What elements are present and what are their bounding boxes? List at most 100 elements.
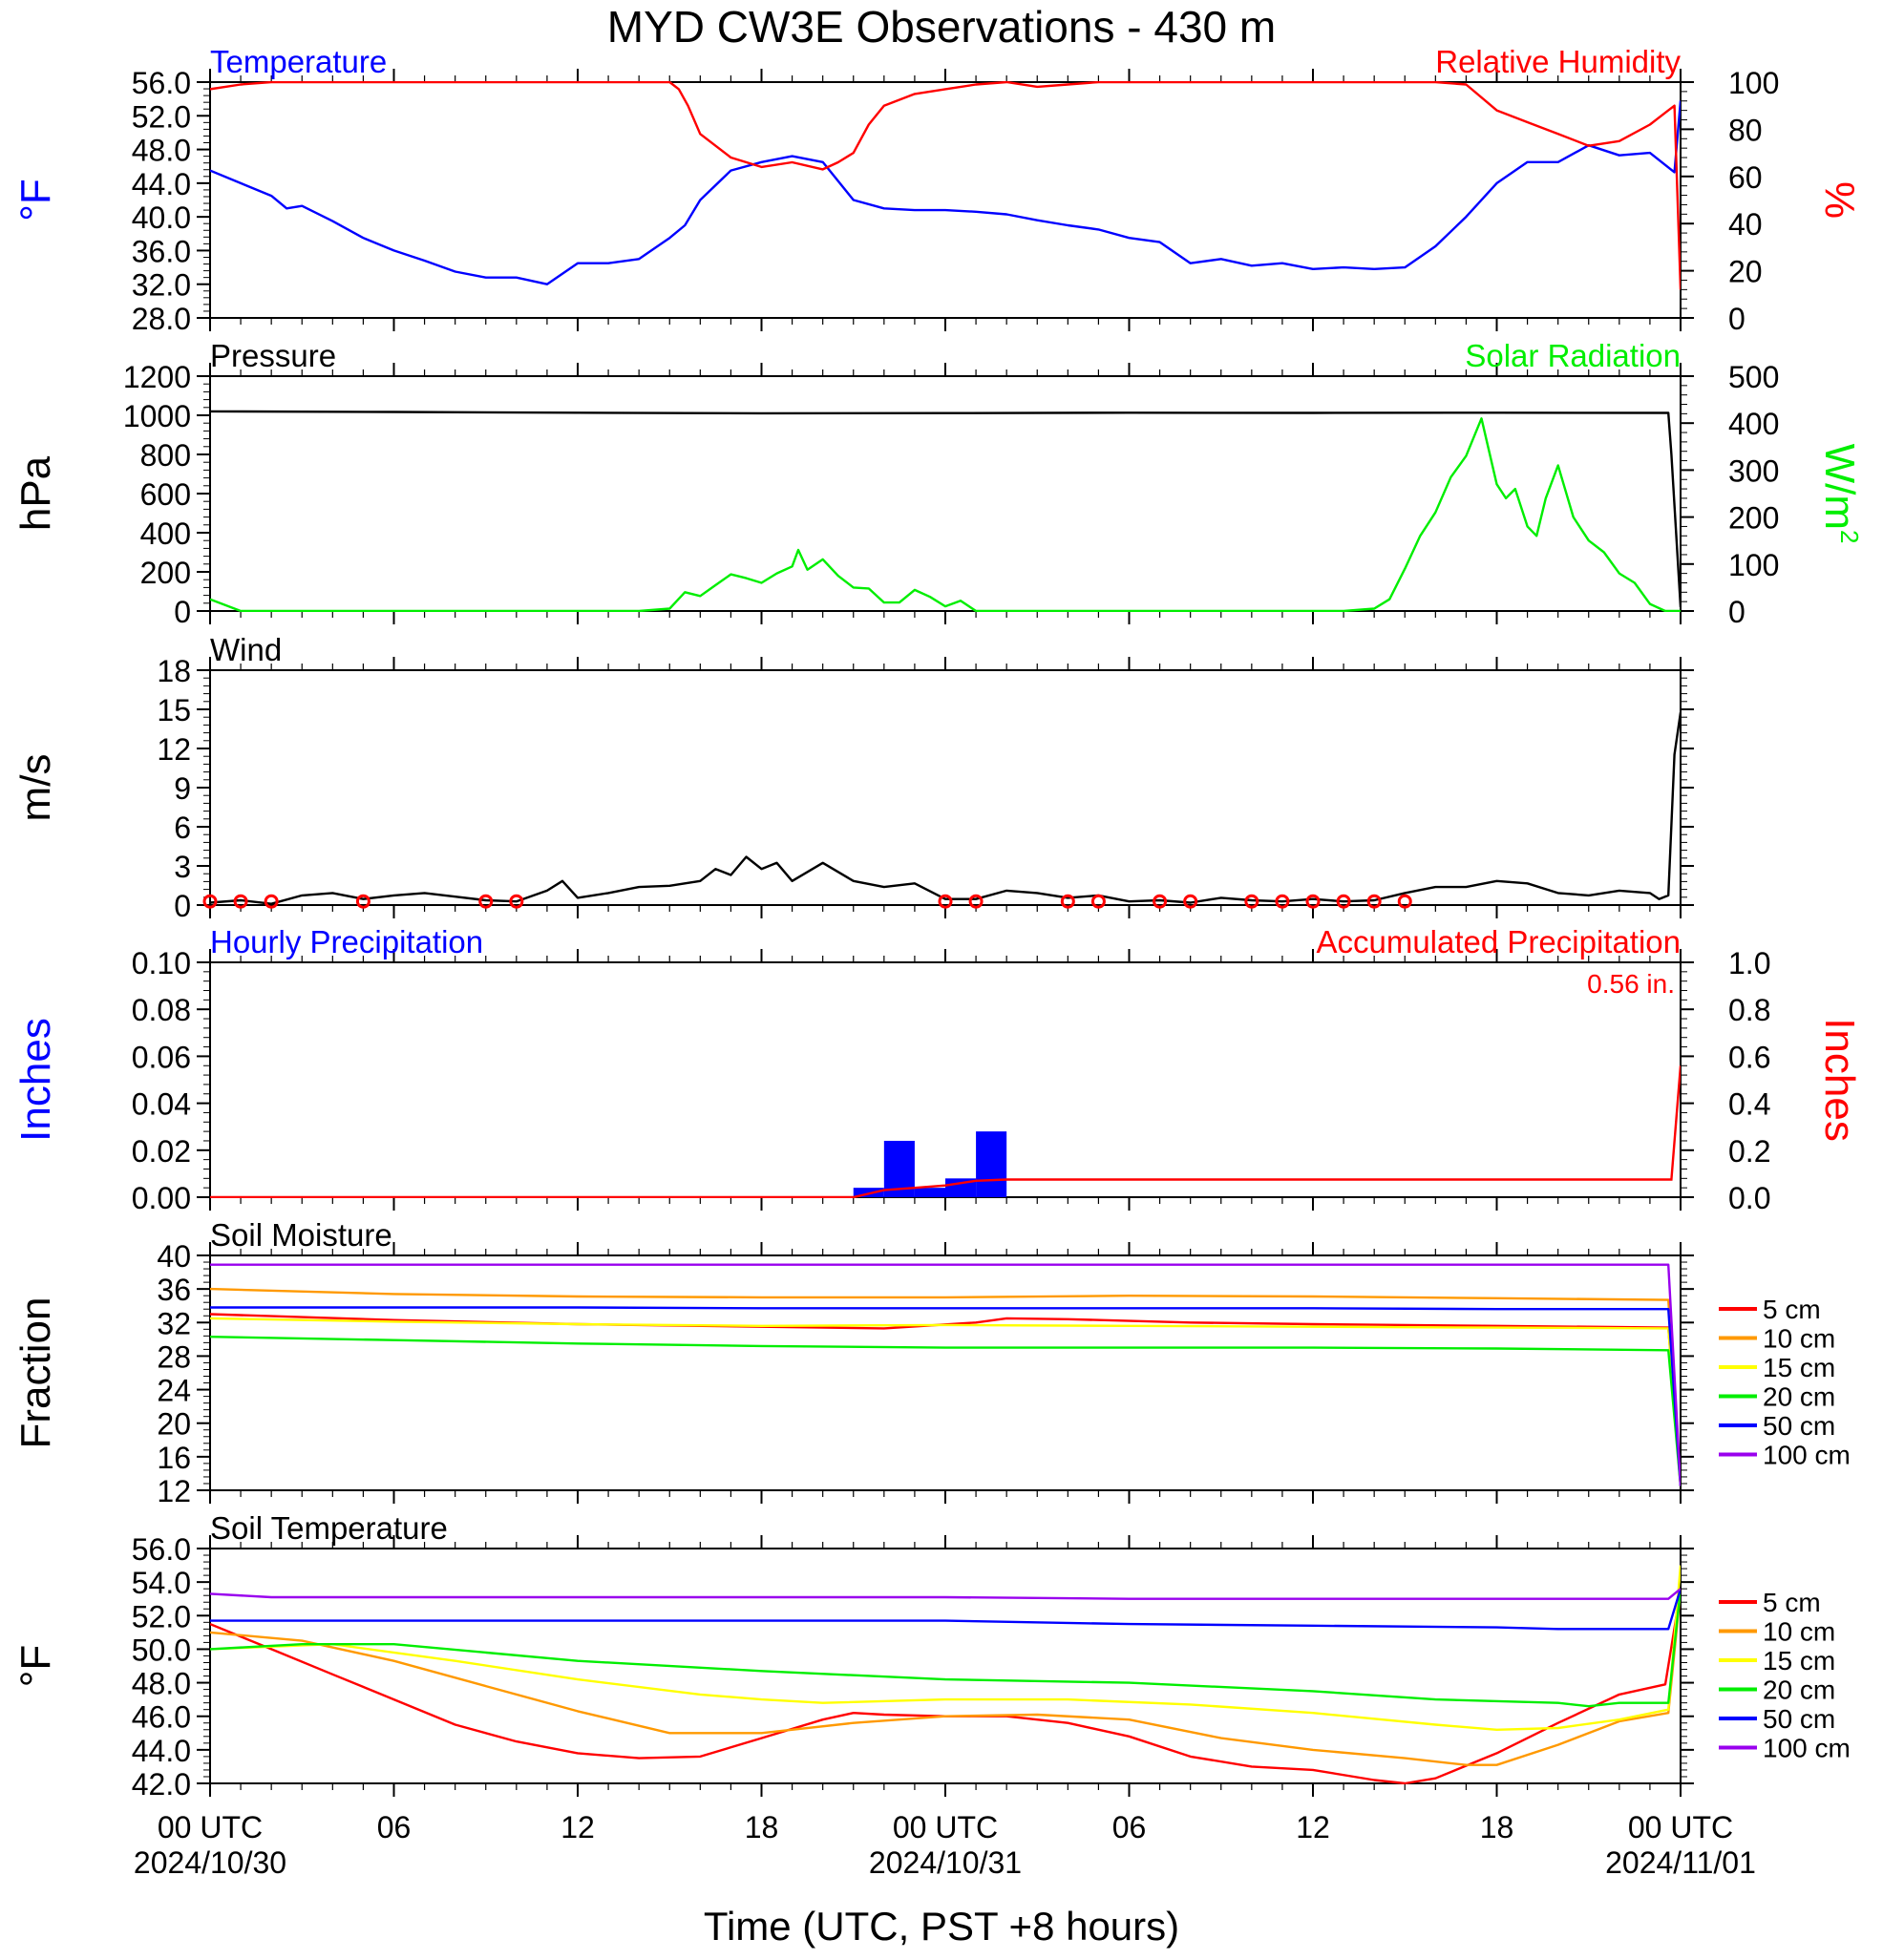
y-tick-label-left: 400 — [140, 516, 191, 551]
wind-calm-marker — [1336, 894, 1351, 909]
x-tick-label: 00 UTC — [893, 1810, 998, 1844]
chart-title: MYD CW3E Observations - 430 m — [607, 2, 1276, 52]
y-axis-title-left: m/s — [12, 754, 59, 822]
panel-title-left: Hourly Precipitation — [210, 924, 483, 959]
y-tick-label-left: 44.0 — [132, 167, 191, 201]
x-tick-label: 12 — [1296, 1810, 1330, 1844]
panel-title-left: Temperature — [210, 44, 387, 79]
wind-calm-marker — [478, 894, 494, 909]
wind-calm-marker — [233, 894, 248, 909]
plot-area — [210, 1065, 1681, 1198]
x-tick-date: 2024/10/31 — [869, 1845, 1022, 1880]
series-line-50-cm — [210, 1306, 1681, 1486]
y-tick-label-right: 200 — [1728, 501, 1779, 536]
wind-calm-marker — [202, 894, 218, 909]
y-tick-label-right: 300 — [1728, 453, 1779, 488]
plot-area — [210, 1565, 1681, 1784]
plot-area — [210, 410, 1681, 612]
series-line-100-cm — [210, 1588, 1681, 1600]
y-axis-title-left: hPa — [12, 455, 59, 531]
y-tick-label-left: 40.0 — [132, 200, 191, 235]
y-tick-label-left: 36 — [157, 1273, 191, 1307]
y-tick-label-left: 0.06 — [132, 1040, 191, 1074]
wind-calm-marker — [1090, 894, 1106, 909]
legend-label: 50 cm — [1763, 1704, 1835, 1734]
y-tick-label-left: 42.0 — [132, 1767, 191, 1802]
y-tick-label-left: 800 — [140, 438, 191, 473]
y-tick-label-left: 52.0 — [132, 99, 191, 134]
x-tick-date: 2024/11/01 — [1605, 1845, 1756, 1880]
x-tick-label: 06 — [377, 1810, 412, 1844]
wind-calm-marker — [1060, 894, 1075, 909]
wind-calm-marker — [938, 894, 953, 909]
y-tick-label-right: 0.6 — [1728, 1040, 1770, 1074]
wind-calm-marker — [968, 894, 984, 909]
panel-title-left: Soil Moisture — [210, 1217, 392, 1253]
y-tick-label-left: 200 — [140, 556, 191, 590]
y-tick-label-left: 28.0 — [132, 302, 191, 336]
panel-temp_rh: 56.052.048.044.040.036.032.028.0 100 80 60 4… — [12, 44, 1863, 336]
y-tick-label-left: 20 — [157, 1407, 191, 1442]
y-tick-label-left: 0.10 — [132, 946, 191, 980]
y-tick-label-left: 32 — [157, 1306, 191, 1340]
legend-label: 10 cm — [1763, 1324, 1835, 1354]
y-tick-label-left: 600 — [140, 477, 191, 512]
legend-label: 15 cm — [1763, 1646, 1835, 1675]
y-tick-label-right: 0.8 — [1728, 993, 1770, 1027]
panel-title-left: Wind — [210, 632, 282, 667]
y-tick-label-left: 0 — [174, 595, 191, 629]
x-axis-title: Time (UTC, PST +8 hours) — [704, 1904, 1179, 1949]
y-tick-label-left: 16 — [157, 1441, 191, 1475]
y-tick-label-left: 18 — [157, 654, 191, 688]
series-line-10-cm — [210, 1287, 1681, 1486]
legend-label: 100 cm — [1763, 1441, 1851, 1470]
precip-bar — [976, 1131, 1007, 1197]
y-tick-label-left: 56.0 — [132, 1532, 191, 1567]
y-tick-label-left: 24 — [157, 1374, 191, 1408]
x-tick-label: 12 — [561, 1810, 595, 1844]
y-tick-label-left: 40 — [157, 1239, 191, 1274]
y-tick-label-right: 40 — [1728, 207, 1763, 242]
y-tick-label-left: 36.0 — [132, 234, 191, 268]
wind-calm-marker — [355, 894, 370, 909]
x-tick-label: 06 — [1112, 1810, 1147, 1844]
series-line-10-cm — [210, 1590, 1681, 1766]
series-line-pressure — [210, 410, 1681, 607]
y-tick-label-right: 20 — [1728, 255, 1763, 289]
y-tick-label-left: 54.0 — [132, 1566, 191, 1600]
y-axis-title-left: °F — [12, 179, 59, 221]
y-tick-label-left: 0 — [174, 889, 191, 923]
panel-title-left: Soil Temperature — [210, 1510, 448, 1546]
y-tick-label-left: 28 — [157, 1339, 191, 1374]
y-tick-label-right: 100 — [1728, 548, 1779, 582]
x-tick-label: 00 UTC — [158, 1810, 263, 1844]
y-axis-title-left: °F — [12, 1645, 59, 1687]
y-tick-label-right: 60 — [1728, 160, 1763, 195]
series-line-temperature — [210, 100, 1681, 285]
series-line-15-cm — [210, 1317, 1681, 1486]
y-axis-title-right-sup: 2 — [1835, 530, 1864, 543]
wind-calm-marker — [509, 894, 524, 909]
y-tick-label-left: 12 — [157, 732, 191, 767]
y-tick-label-left: 56.0 — [132, 66, 191, 100]
y-tick-label-right: 0 — [1728, 302, 1745, 336]
panel-title-right: Solar Radiation — [1465, 338, 1681, 373]
plot-area — [210, 81, 1681, 290]
series-line-50-cm — [210, 1588, 1681, 1631]
legend-label: 10 cm — [1763, 1617, 1835, 1647]
y-tick-label-right: 0.0 — [1728, 1181, 1770, 1215]
y-tick-label-left: 32.0 — [132, 268, 191, 303]
accumulated-precip-line — [210, 1065, 1681, 1198]
y-tick-label-left: 1000 — [123, 399, 191, 433]
y-tick-label-left: 0.00 — [132, 1181, 191, 1215]
chart-panels: 56.052.048.044.040.036.032.028.010080604… — [12, 44, 1864, 1802]
legend-label: 100 cm — [1763, 1734, 1851, 1763]
legend-label: 20 cm — [1763, 1382, 1835, 1412]
series-line-20-cm — [210, 1589, 1681, 1708]
panel-pressure_solar: 1200100080060040020005004003002001000Pre… — [12, 338, 1864, 629]
y-tick-label-left: 0.02 — [132, 1134, 191, 1169]
precip-bar — [914, 1188, 945, 1197]
x-tick-label: 18 — [745, 1810, 779, 1844]
y-tick-label-left: 0.08 — [132, 993, 191, 1027]
